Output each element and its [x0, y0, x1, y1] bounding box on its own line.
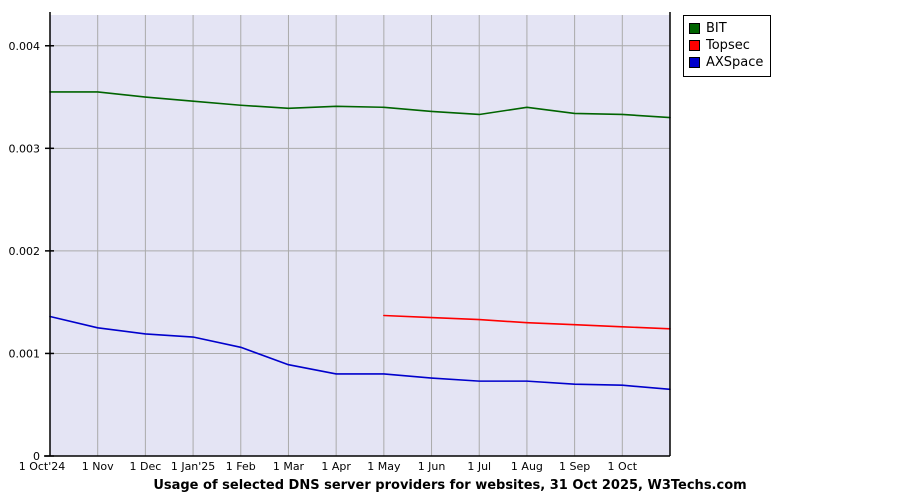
chart-legend: BIT Topsec AXSpace — [683, 15, 772, 77]
svg-text:1 Apr: 1 Apr — [321, 460, 351, 473]
svg-text:1 Jul: 1 Jul — [467, 460, 491, 473]
legend-item-topsec: Topsec — [689, 37, 763, 54]
legend-item-bit: BIT — [689, 20, 763, 37]
svg-text:1 Mar: 1 Mar — [273, 460, 305, 473]
svg-text:1 Feb: 1 Feb — [226, 460, 256, 473]
svg-text:0.001: 0.001 — [9, 347, 41, 360]
legend-label-bit: BIT — [706, 21, 727, 36]
svg-text:1 Sep: 1 Sep — [559, 460, 590, 473]
legend-swatch-bit — [689, 23, 700, 34]
legend-swatch-axspace — [689, 57, 700, 68]
svg-text:1 May: 1 May — [367, 460, 401, 473]
svg-text:1 Aug: 1 Aug — [511, 460, 543, 473]
svg-text:0: 0 — [33, 450, 40, 463]
svg-text:1 Jan'25: 1 Jan'25 — [171, 460, 215, 473]
svg-text:0.002: 0.002 — [9, 245, 41, 258]
svg-text:0.003: 0.003 — [9, 142, 41, 155]
svg-text:1 Oct: 1 Oct — [608, 460, 638, 473]
chart-caption: Usage of selected DNS server providers f… — [153, 478, 747, 493]
svg-text:1 Jun: 1 Jun — [418, 460, 446, 473]
svg-text:1 Dec: 1 Dec — [129, 460, 161, 473]
legend-label-topsec: Topsec — [706, 38, 750, 53]
legend-label-axspace: AXSpace — [706, 55, 764, 70]
legend-item-axspace: AXSpace — [689, 54, 763, 71]
svg-text:1 Nov: 1 Nov — [82, 460, 114, 473]
svg-text:0.004: 0.004 — [9, 40, 41, 53]
legend-swatch-topsec — [689, 40, 700, 51]
svg-text:1 Oct'24: 1 Oct'24 — [19, 460, 66, 473]
